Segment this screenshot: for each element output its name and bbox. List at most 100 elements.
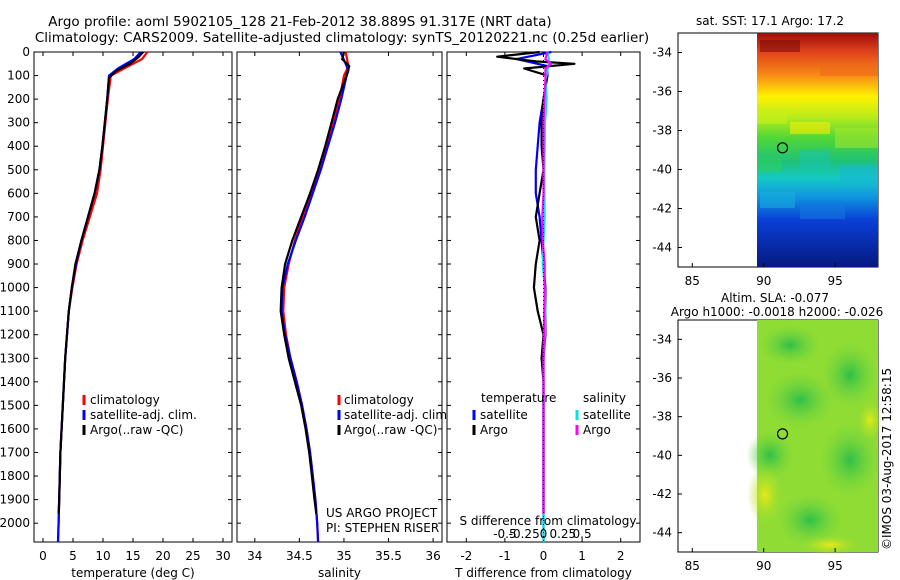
legend-label: Argo [583,423,611,437]
map-y-tick-label: -42 [652,202,672,216]
y-tick-label: 1600 [0,422,30,436]
legend-label: Argo(..raw -QC) [344,423,437,437]
x-tick-label: 20 [155,549,170,563]
x-tick-label: 25 [185,549,200,563]
s-axis-label: S difference from climatology [460,514,637,528]
legend-label: satellite-adj. clim. [344,408,451,422]
temperature-panel: 0100200300400500600700800900100011001200… [0,45,233,580]
sst-map: sat. SST: 17.1 Argo: 17.2 -34 -36 -38 -40 -4… [652,14,879,289]
s-tick-label: 0 [540,527,548,541]
sla-map-ticks: -34 -36 -38 -40 -42 -44 85 90 95 [652,332,842,573]
s-tick-label: 0.5 [573,527,592,541]
y-tick-label: 1000 [0,281,30,295]
sst-map-ticks: -34 -36 -38 -40 -42 -44 85 90 95 [652,46,842,289]
difference-panel: -2 -1 0 1 2 T difference from climatology -0.5… [446,50,641,580]
legend-title: temperature [481,391,556,405]
x-tick-label: 10 [95,549,110,563]
x-tick-label: 35 [336,549,351,563]
s-tick-label: -0.25 [509,527,540,541]
x-tick-label: -1 [499,549,511,563]
sla-map-title: Altim. SLA: -0.077 [721,291,829,305]
map-y-tick-label: -40 [652,448,672,462]
x-tick-label: 0 [39,549,47,563]
x-tick-label: 1 [578,549,586,563]
pi-annotation: PI: STEPHEN RISER [326,521,439,535]
sst-map-title: sat. SST: 17.1 Argo: 17.2 [696,14,844,28]
map-y-tick-label: -36 [652,371,672,385]
map-x-tick-label: 85 [685,274,700,288]
sst-map-patches [757,40,878,219]
map-x-tick-label: 95 [828,559,843,573]
y-tick-label: 1300 [0,351,30,365]
title-line-2: Climatology: CARS2009. Satellite-adjuste… [35,30,649,46]
y-tick-label: 200 [7,92,30,106]
series-line-argo-raw-qc- [57,51,145,514]
map-x-tick-label: 85 [685,559,700,573]
map-y-tick-label: -38 [652,410,672,424]
x-axis-label: salinity [318,566,361,580]
y-tick-label: 400 [7,139,30,153]
title-line-1: Argo profile: aoml 5902105_128 21-Feb-20… [48,14,551,30]
map-y-tick-label: -34 [652,46,672,60]
sla-map: Altim. SLA: -0.077 Argo h1000: -0.0018 h… [652,291,883,573]
legend-label: satellite-adj. clim. [90,408,197,422]
map-y-tick-label: -38 [652,124,672,138]
plot-frame [236,51,443,543]
y-tick-label: 1700 [0,445,30,459]
y-tick-label: 500 [7,163,30,177]
y-tick-label: 800 [7,233,30,247]
x-tick-label: 30 [215,549,230,563]
plot-frame [33,51,233,543]
x-axis-label: T difference from climatology [454,566,632,580]
y-tick-label: 1400 [0,375,30,389]
map-y-tick-label: -34 [652,332,672,346]
s-tick-label: -0.5 [493,527,516,541]
x-tick-label: 36 [425,549,440,563]
y-tick-label: 900 [7,257,30,271]
y-tick-label: 1800 [0,469,30,483]
map-y-tick-label: -42 [652,487,672,501]
x-tick-label: 5 [69,549,77,563]
sla-argo-marker [776,428,789,440]
x-tick-label: 15 [125,549,140,563]
map-y-tick-label: -40 [652,163,672,177]
x-tick-label: 2 [617,549,625,563]
series-line-argo-raw-qc- [279,51,351,514]
s-tick-label: 0.25 [549,527,576,541]
sla-map-subtitle: Argo h1000: -0.0018 h2000: -0.026 [671,305,884,319]
y-tick-label: 700 [7,210,30,224]
legend-label: Argo [480,423,508,437]
y-tick-label: 1500 [0,398,30,412]
x-tick-label: 0 [540,549,548,563]
legend-title: salinity [583,391,626,405]
x-axis-label: temperature (deg C) [71,566,194,580]
legend-label: Argo(..raw -QC) [90,423,183,437]
y-tick-label: 1100 [0,304,30,318]
project-annotation: US ARGO PROJECT [326,506,438,520]
x-tick-label: 34 [247,549,262,563]
legend-label: satellite [583,408,631,422]
map-y-tick-label: -36 [652,85,672,99]
legend-label: climatology [90,393,160,407]
salinity-panel: 34 34.5 35 35.5 36 salinity climatologysatelli… [236,51,451,580]
y-tick-label: 300 [7,116,30,130]
legend-label: climatology [344,393,414,407]
legend-label: satellite [480,408,528,422]
sla-map-blobs [746,325,882,555]
sst-argo-marker [776,142,789,154]
y-tick-label: 1900 [0,493,30,507]
x-tick-label: 34.5 [286,549,313,563]
x-tick-label: -2 [460,549,472,563]
map-x-tick-label: 90 [756,274,771,288]
y-tick-label: 2000 [0,516,30,530]
y-tick-label: 100 [7,69,30,83]
map-y-tick-label: -44 [652,526,672,540]
map-y-tick-label: -44 [652,241,672,255]
map-x-tick-label: 90 [756,559,771,573]
y-tick-label: 1200 [0,328,30,342]
y-tick-label: 0 [22,45,30,59]
imos-credit: ©IMOS 03-Aug-2017 12:58:15 [880,368,894,550]
map-x-tick-label: 95 [828,274,843,288]
y-tick-label: 600 [7,186,30,200]
